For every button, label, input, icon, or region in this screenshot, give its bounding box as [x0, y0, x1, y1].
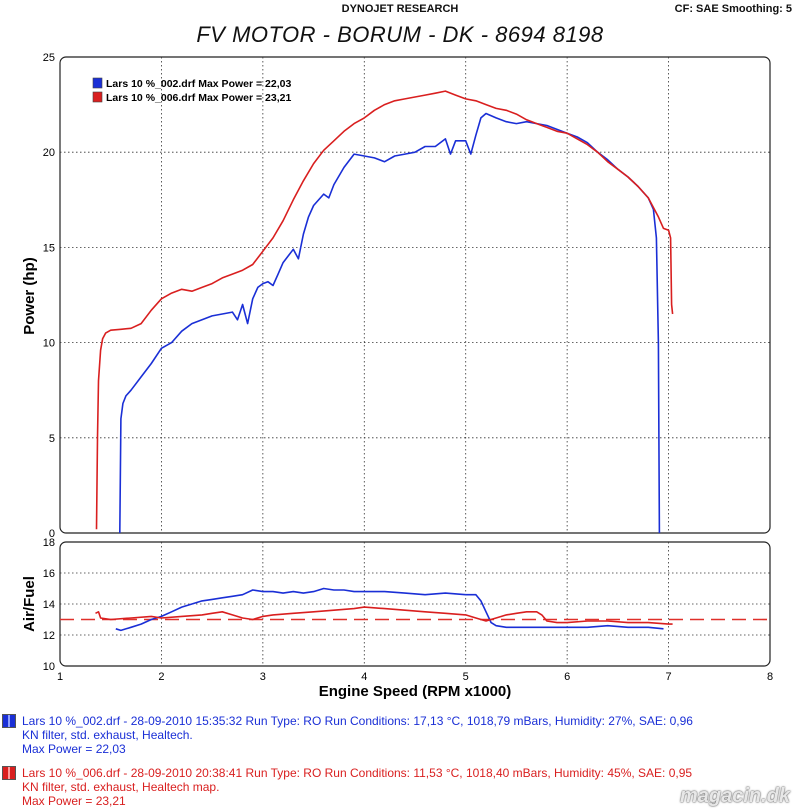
power-axis-title: Power (hp) [21, 257, 38, 335]
header-dynojet: DYNOJET RESEARCH [341, 3, 459, 15]
legend-swatch-1 [92, 77, 103, 89]
header-settings: CF: SAE Smoothing: 5 [674, 3, 792, 15]
afr-series-2 [95, 606, 673, 625]
afr-axis-title: Air/Fuel [21, 576, 38, 632]
afr-y-tick-label: 14 [43, 599, 55, 611]
power-y-tick-label: 0 [49, 528, 55, 540]
power-panel: 0 5 10 15 20 25 [43, 52, 771, 540]
afr-y-tick-label: 18 [43, 537, 55, 549]
x-tick-label: 8 [767, 671, 773, 683]
legend-label-1: Lars 10 %_002.drf Max Power = 22,03 [106, 78, 291, 90]
run-2-details: Lars 10 %_006.drf - 28-09-2010 20:38:41 … [22, 766, 693, 780]
legend-label-2: Lars 10 %_006.drf Max Power = 23,21 [106, 92, 291, 104]
power-y-tick-label: 10 [43, 338, 55, 350]
run-1-swatch [2, 714, 16, 728]
power-y-tick-label: 25 [43, 52, 55, 64]
power-y-tick-label: 20 [43, 147, 55, 159]
run-1-max-power: Max Power = 22,03 [22, 742, 126, 756]
run-2-notes: KN filter, std. exhaust, Healtech map. [22, 780, 220, 794]
watermark: magacin.dk [679, 785, 790, 807]
x-axis-title: Engine Speed (RPM x1000) [319, 683, 512, 700]
x-tick-label: 3 [260, 671, 266, 683]
x-tick-label: 4 [361, 671, 367, 683]
legend-swatch-2 [92, 91, 103, 103]
chart-title: FV MOTOR - BORUM - DK - 8694 8198 [196, 22, 604, 47]
afr-y-tick-label: 16 [43, 568, 55, 580]
x-tick-label: 1 [57, 671, 63, 683]
x-tick-label: 5 [463, 671, 469, 683]
x-tick-label: 7 [666, 671, 672, 683]
afr-y-tick-label: 12 [43, 630, 55, 642]
power-series-2 [95, 90, 674, 530]
afr-plot-frame [59, 541, 771, 667]
run-2-max-power: Max Power = 23,21 [22, 794, 126, 808]
run-info-1: Lars 10 %_002.drf - 28-09-2010 15:35:32 … [2, 714, 693, 756]
afr-series-1 [115, 587, 664, 632]
power-y-tick-label: 5 [49, 433, 55, 445]
x-tick-label: 2 [158, 671, 164, 683]
run-1-notes: KN filter, std. exhaust, Healtech. [22, 728, 193, 742]
run-1-details: Lars 10 %_002.drf - 28-09-2010 15:35:32 … [22, 714, 693, 728]
afr-y-tick-label: 10 [43, 661, 55, 673]
legend: Lars 10 %_002.drf Max Power = 22,03 Lars … [92, 77, 291, 104]
run-info-2: Lars 10 %_006.drf - 28-09-2010 20:38:41 … [2, 766, 693, 808]
power-y-tick-label: 15 [43, 242, 55, 254]
power-plot-frame [59, 56, 771, 534]
run-2-swatch [2, 766, 16, 780]
x-tick-label: 6 [564, 671, 570, 683]
